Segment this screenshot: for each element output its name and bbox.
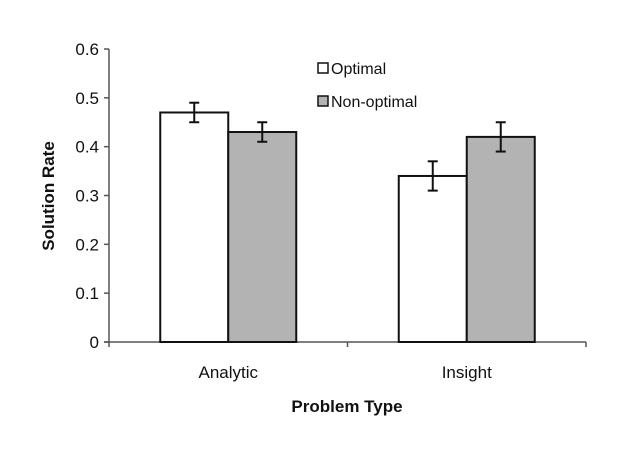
legend-swatch (317, 62, 329, 74)
y-tick-label: 0.6 (75, 40, 99, 59)
y-tick-label: 0.3 (75, 187, 99, 206)
x-tick-label: Analytic (198, 363, 258, 382)
y-tick-label: 0 (90, 333, 99, 352)
legend-label: Optimal (331, 61, 386, 78)
y-tick-label: 0.5 (75, 89, 99, 108)
bars (159, 101, 536, 343)
y-tick-label: 0.2 (75, 235, 99, 254)
x-axis-title: Problem Type (291, 397, 402, 416)
legend: Optimal Non-optimal (317, 61, 417, 111)
bar-optimal-insight (397, 174, 468, 343)
y-axis: 0 0.1 0.2 0.3 0.4 0.5 0.6 (75, 40, 110, 352)
bar-non-optimal-insight (465, 135, 536, 343)
legend-label: Non-optimal (331, 94, 417, 111)
bar-optimal-analytic (159, 111, 230, 343)
y-tick-label: 0.4 (75, 138, 99, 157)
y-axis-title: Solution Rate (39, 141, 58, 251)
bar-non-optimal-analytic (227, 131, 298, 343)
x-axis: Analytic Insight (104, 341, 587, 382)
legend-swatch (317, 95, 329, 107)
x-tick-label: Insight (442, 363, 492, 382)
y-tick-label: 0.1 (75, 284, 99, 303)
